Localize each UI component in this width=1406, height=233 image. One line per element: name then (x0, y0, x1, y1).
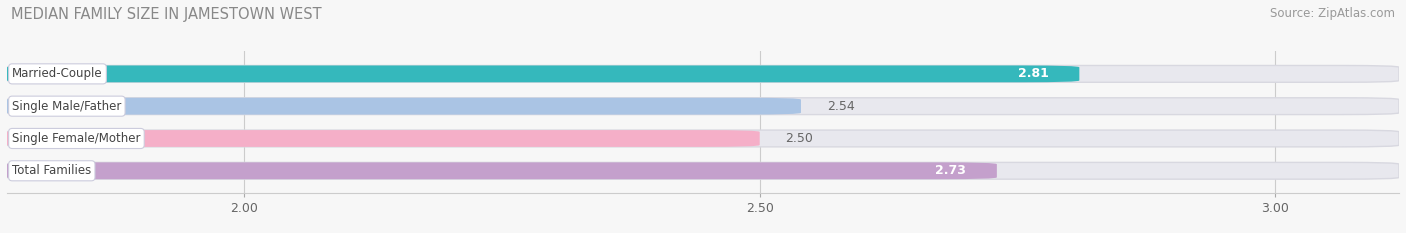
Text: Married-Couple: Married-Couple (13, 67, 103, 80)
Text: 2.54: 2.54 (827, 100, 855, 113)
FancyBboxPatch shape (7, 130, 759, 147)
FancyBboxPatch shape (7, 65, 1399, 82)
Text: Source: ZipAtlas.com: Source: ZipAtlas.com (1270, 7, 1395, 20)
Text: Single Male/Father: Single Male/Father (13, 100, 121, 113)
Text: 2.50: 2.50 (786, 132, 813, 145)
FancyBboxPatch shape (7, 98, 801, 115)
FancyBboxPatch shape (7, 162, 1399, 179)
FancyBboxPatch shape (7, 162, 997, 179)
Text: Single Female/Mother: Single Female/Mother (13, 132, 141, 145)
FancyBboxPatch shape (7, 130, 1399, 147)
FancyBboxPatch shape (7, 98, 1399, 115)
Text: 2.73: 2.73 (935, 164, 966, 177)
Text: 2.81: 2.81 (1018, 67, 1049, 80)
FancyBboxPatch shape (7, 65, 1080, 82)
Text: Total Families: Total Families (13, 164, 91, 177)
Text: MEDIAN FAMILY SIZE IN JAMESTOWN WEST: MEDIAN FAMILY SIZE IN JAMESTOWN WEST (11, 7, 322, 22)
